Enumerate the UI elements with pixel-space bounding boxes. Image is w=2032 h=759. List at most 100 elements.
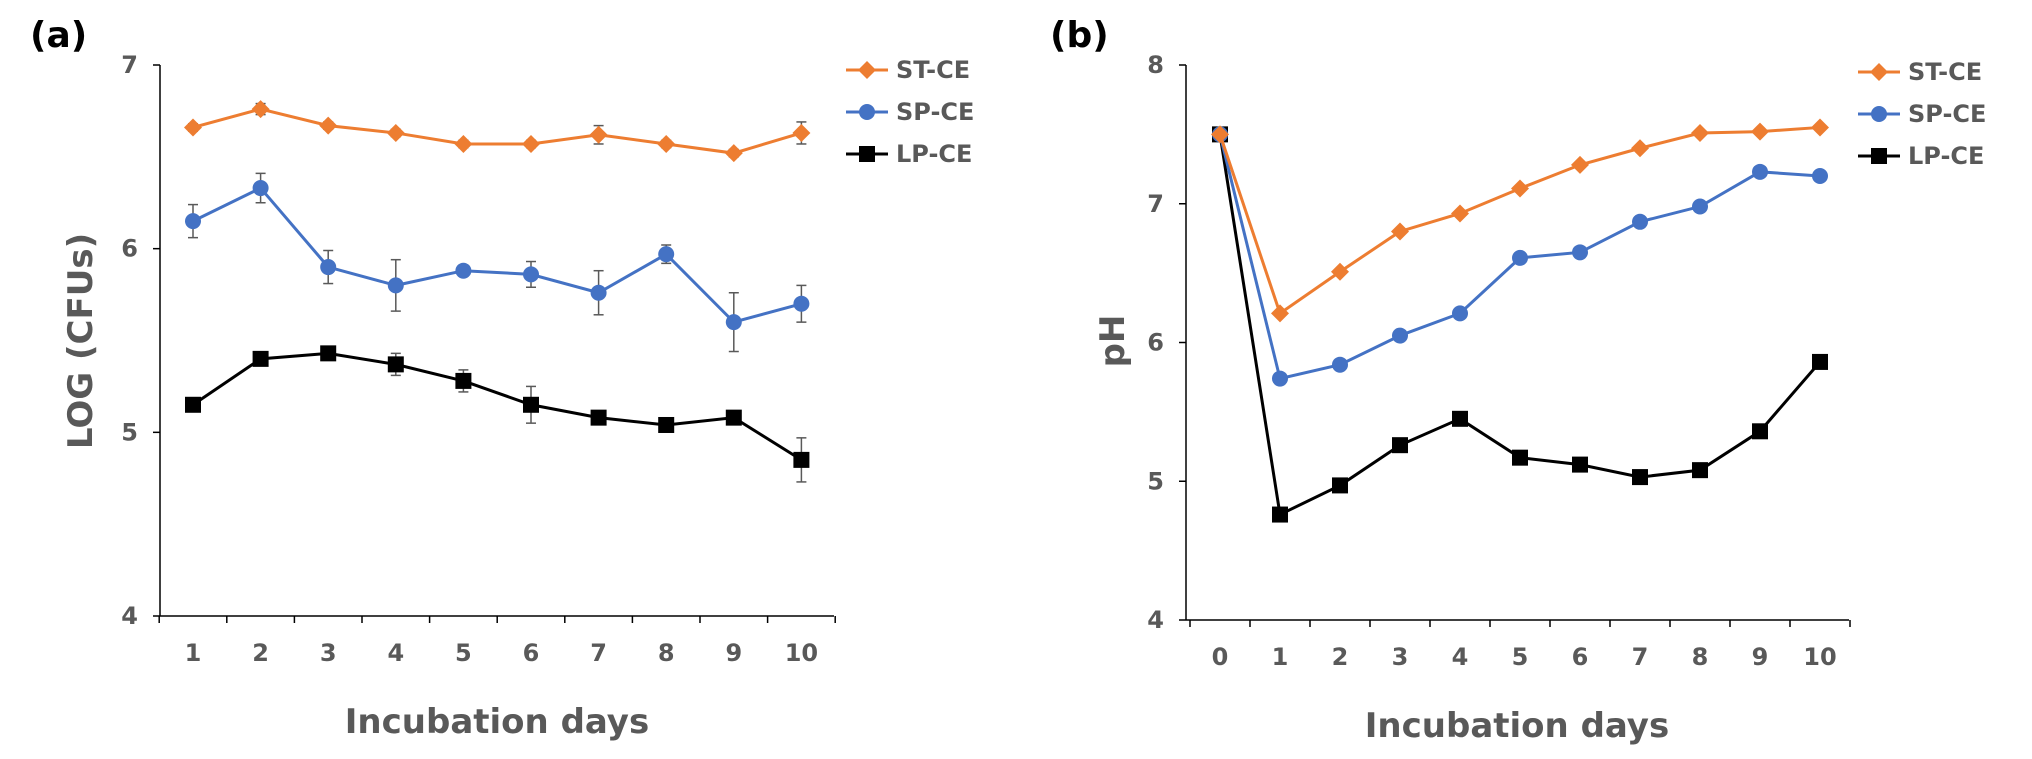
series-line bbox=[192, 351, 803, 462]
x-tick-label: 2 bbox=[1332, 643, 1349, 671]
series-lp-ce bbox=[1212, 126, 1828, 523]
data-point bbox=[1752, 163, 1768, 180]
data-point bbox=[590, 409, 607, 426]
data-point bbox=[1691, 123, 1709, 142]
data-point bbox=[725, 314, 742, 331]
data-point bbox=[589, 125, 608, 144]
series-line bbox=[192, 186, 802, 324]
y-axis-title: LOG (CFUs) bbox=[61, 233, 101, 449]
data-point bbox=[185, 396, 201, 413]
y-tick-label: 6 bbox=[1147, 329, 1164, 357]
legend-item-sp-ce: SP-CE bbox=[846, 98, 974, 126]
legend-label: ST-CE bbox=[1908, 58, 1982, 86]
data-point bbox=[387, 277, 404, 294]
y-tick-label: 4 bbox=[1147, 606, 1164, 634]
data-point bbox=[1272, 506, 1288, 523]
data-point bbox=[792, 123, 811, 142]
legend-label: SP-CE bbox=[1908, 100, 1986, 128]
legend-item-lp-ce: LP-CE bbox=[1858, 142, 1984, 170]
data-point bbox=[1811, 118, 1829, 137]
x-tick-label: 6 bbox=[523, 639, 540, 667]
y-tick-label: 6 bbox=[121, 235, 138, 263]
x-axis-title: Incubation days bbox=[345, 702, 649, 742]
y-tick-label: 5 bbox=[121, 418, 138, 446]
y-tick-label: 8 bbox=[1147, 51, 1164, 79]
data-point bbox=[185, 213, 201, 230]
data-point bbox=[386, 123, 405, 142]
legend-item-sp-ce: SP-CE bbox=[1858, 100, 1986, 128]
data-point bbox=[658, 246, 675, 263]
x-tick-label: 2 bbox=[252, 639, 269, 667]
x-tick-label: 5 bbox=[1512, 643, 1529, 671]
data-point bbox=[1271, 304, 1289, 323]
data-point bbox=[1331, 262, 1349, 281]
x-tick-label: 10 bbox=[785, 639, 818, 667]
data-point bbox=[1391, 222, 1409, 241]
data-point bbox=[455, 262, 472, 279]
legend-label: SP-CE bbox=[896, 98, 974, 126]
y-tick-label: 4 bbox=[121, 602, 138, 630]
x-tick-label: 9 bbox=[725, 639, 742, 667]
x-tick-label: 1 bbox=[1272, 643, 1289, 671]
x-tick-label: 8 bbox=[658, 639, 675, 667]
legend-label: LP-CE bbox=[1908, 142, 1984, 170]
legend-item-st-ce: ST-CE bbox=[846, 56, 970, 84]
data-point bbox=[1812, 168, 1828, 184]
data-point bbox=[1511, 179, 1529, 198]
x-tick-label: 4 bbox=[387, 639, 404, 667]
x-tick-label: 8 bbox=[1692, 643, 1709, 671]
x-tick-label: 9 bbox=[1752, 643, 1769, 671]
data-point bbox=[1272, 370, 1288, 387]
legend: ST-CE SP-CE LP-CE bbox=[846, 56, 974, 168]
data-point bbox=[252, 180, 269, 197]
legend-item-lp-ce: LP-CE bbox=[846, 140, 972, 168]
data-point bbox=[1812, 353, 1828, 370]
x-tick-label: 1 bbox=[185, 639, 202, 667]
legend: ST-CE SP-CE LP-CE bbox=[1858, 58, 1986, 170]
data-point bbox=[1631, 139, 1649, 158]
data-point bbox=[1632, 469, 1648, 486]
data-point bbox=[1751, 122, 1769, 141]
data-point bbox=[1452, 305, 1468, 322]
series-st-ce bbox=[184, 100, 811, 163]
data-point bbox=[1451, 204, 1469, 223]
data-point bbox=[1332, 477, 1348, 494]
data-point bbox=[251, 100, 270, 119]
data-point bbox=[725, 409, 742, 426]
data-point bbox=[1571, 155, 1589, 174]
y-tick-label: 7 bbox=[121, 51, 138, 79]
legend-marker bbox=[859, 104, 875, 120]
data-point bbox=[387, 356, 404, 373]
data-point bbox=[320, 259, 337, 276]
series-line bbox=[192, 107, 802, 155]
data-point bbox=[454, 134, 473, 153]
legend-marker bbox=[1871, 148, 1887, 164]
series-sp-ce bbox=[185, 172, 810, 353]
data-point bbox=[1211, 125, 1229, 144]
data-point bbox=[1632, 213, 1648, 230]
data-point bbox=[523, 396, 539, 413]
series-st-ce bbox=[1211, 118, 1829, 323]
data-point bbox=[1752, 423, 1768, 440]
panel-label: (b) bbox=[1050, 15, 1109, 56]
data-point bbox=[1572, 456, 1588, 473]
data-point bbox=[319, 116, 338, 135]
data-point bbox=[252, 350, 269, 367]
data-point bbox=[1452, 410, 1468, 427]
data-point bbox=[658, 416, 675, 433]
data-point bbox=[184, 118, 202, 137]
x-axis-title: Incubation days bbox=[1365, 706, 1669, 746]
x-tick-label: 6 bbox=[1572, 643, 1589, 671]
series-lp-ce bbox=[185, 345, 810, 483]
legend-label: ST-CE bbox=[896, 56, 970, 84]
x-tick-label: 7 bbox=[1632, 643, 1649, 671]
x-tick-label: 3 bbox=[1392, 643, 1409, 671]
x-tick-label: 0 bbox=[1212, 643, 1229, 671]
x-tick-label: 3 bbox=[320, 639, 337, 667]
x-tick-label: 4 bbox=[1452, 643, 1469, 671]
x-tick-label: 10 bbox=[1803, 643, 1836, 671]
legend-marker bbox=[1871, 106, 1887, 122]
data-point bbox=[1692, 462, 1708, 479]
data-point bbox=[1332, 356, 1348, 373]
